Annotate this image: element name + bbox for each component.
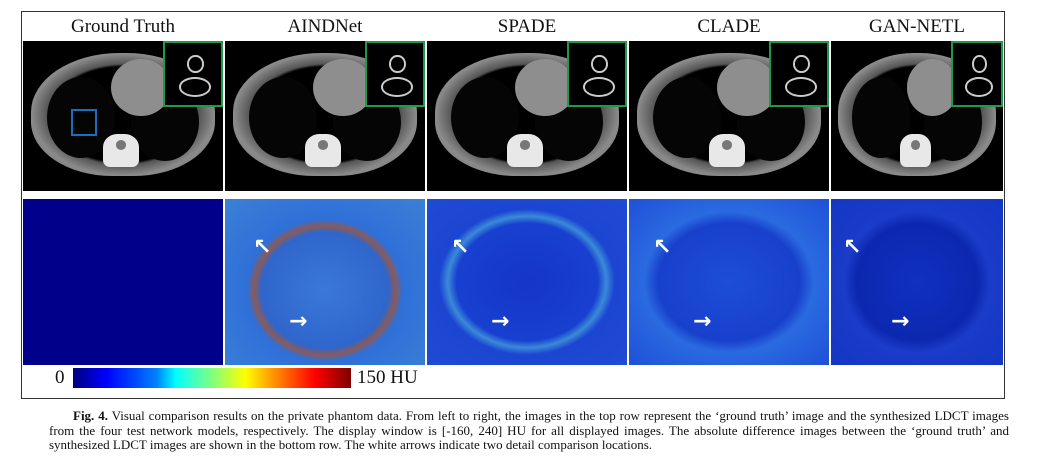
- diff-map-gan-netl: ↖ →: [831, 199, 1003, 365]
- column-title-ground-truth: Ground Truth: [71, 16, 175, 37]
- arrow-icon: →: [289, 309, 308, 334]
- arrow-icon: →: [491, 309, 510, 334]
- arrow-icon: ↖: [653, 235, 672, 260]
- caption-text: Visual comparison results on the private…: [49, 408, 1009, 452]
- zoom-inset: [769, 41, 829, 107]
- caption-label: Fig. 4.: [73, 408, 108, 423]
- column-title-spade: SPADE: [497, 16, 557, 37]
- ct-image-spade: [427, 41, 627, 191]
- ct-image-aindnet: [225, 41, 425, 191]
- zoom-inset: [951, 41, 1003, 107]
- zoom-inset: [567, 41, 627, 107]
- figure-caption: Fig. 4. Visual comparison results on the…: [49, 408, 1009, 453]
- ct-image-ground-truth: [23, 41, 223, 191]
- diff-map-spade: ↖ →: [427, 199, 627, 365]
- ct-image-clade: [629, 41, 829, 191]
- arrow-icon: ↖: [843, 235, 862, 260]
- column-title-aindnet: AINDNet: [287, 16, 363, 37]
- column-title-clade: CLADE: [697, 16, 761, 37]
- diff-map-aindnet: ↖ →: [225, 199, 425, 365]
- ct-image-gan-netl: [831, 41, 1003, 191]
- zoom-inset: [163, 41, 223, 107]
- diff-map-clade: ↖ →: [629, 199, 829, 365]
- arrow-icon: →: [891, 309, 910, 334]
- diff-map-ground-truth: [23, 199, 223, 365]
- colorbar-max-label: 150 HU: [357, 367, 418, 388]
- figure-frame: Ground Truth AINDNet SPADE CLADE GAN-NET…: [21, 11, 1005, 399]
- colorbar: [73, 368, 351, 388]
- arrow-icon: ↖: [253, 235, 272, 260]
- arrow-icon: ↖: [451, 235, 470, 260]
- arrow-icon: →: [693, 309, 712, 334]
- zoom-inset: [365, 41, 425, 107]
- column-title-gan-netl: GAN-NETL: [868, 16, 966, 37]
- colorbar-min-label: 0: [55, 367, 65, 388]
- roi-box: [71, 108, 97, 136]
